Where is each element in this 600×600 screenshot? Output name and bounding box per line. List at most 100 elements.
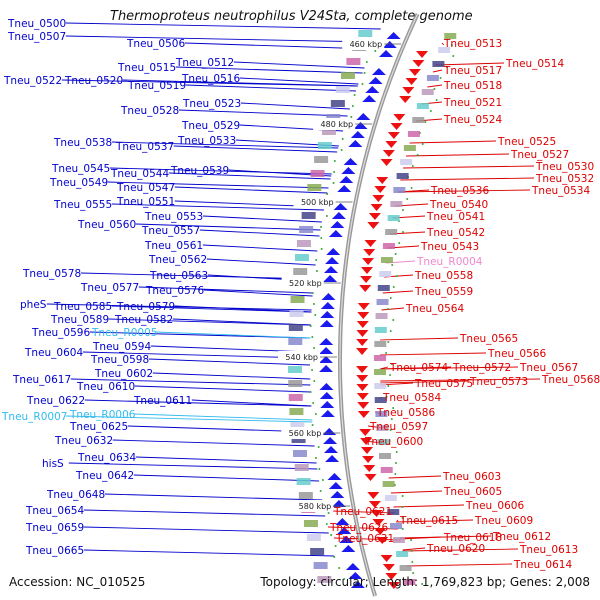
feature-block-left [294,464,309,471]
gene-label: Tneu_0536 [430,185,489,197]
reverse-gene-arrow [385,573,398,580]
reverse-gene-arrow [399,96,412,103]
gene-label: Tneu_0579 [116,301,175,313]
guide-dot-left [332,182,335,184]
leader-line [382,290,414,294]
guide-dot-right [391,363,394,365]
feature-block-right [375,313,388,319]
gene-label: Tneu_0528 [120,105,179,117]
gene-label: Tneu_R0007 [1,411,67,423]
leader-line [65,35,376,43]
guide-dot-left [311,424,314,426]
leader-line [155,331,311,339]
forward-gene-arrow [321,293,336,300]
forward-gene-arrow [348,572,363,579]
leader-line [202,244,318,252]
leader-line [111,203,325,211]
feature-block-right [407,131,420,137]
gene-label: hisS [42,458,64,470]
reverse-gene-arrow [374,528,387,535]
gene-label: Tneu_0567 [519,362,578,374]
guide-dot-right [416,154,419,156]
feature-block-left [293,268,308,275]
forward-gene-arrow [331,212,346,219]
guide-dot-right [395,275,398,277]
feature-block-left [291,436,306,443]
reverse-gene-arrow [382,564,395,571]
leader-line [104,493,323,501]
forward-gene-arrow [382,41,397,48]
guide-dot-right [389,330,392,332]
leader-line [406,563,513,567]
gene-label: Tneu_0631 [335,533,394,545]
scale-tick-label: 580 kbp [299,502,332,511]
reverse-gene-arrow [370,510,383,517]
guide-dot-right [433,88,436,90]
feature-block-right [382,481,395,487]
backbone-layer [338,13,420,597]
accession-text: Accession: NC_010525 [9,575,146,589]
feature-block-right [412,117,425,123]
gene-label: Tneu_0625 [69,421,128,433]
forward-gene-arrow [386,32,401,39]
feature-block-right [385,229,398,235]
leader-line [402,547,426,551]
gene-label: Tneu_0520 [64,75,123,87]
feature-block-left [306,534,321,541]
leader-line [135,223,321,231]
forward-gene-arrow [323,437,338,444]
forward-gene-arrow [339,536,354,543]
feature-block-left [288,394,303,401]
guide-dot-left [320,248,323,250]
forward-gene-arrow [327,473,342,480]
feature-block-right [374,397,387,403]
guide-dot-left [350,116,353,118]
scale-tick-label: 560 kbp [289,429,322,438]
feature-block-left [335,86,350,93]
leader-line [406,153,510,157]
gene-label: Tneu_0530 [535,161,594,173]
leader-line [174,305,312,313]
guide-dot-left [326,193,329,195]
feature-block-right [403,145,416,151]
gene-label: Tneu_0600 [364,436,423,448]
feature-block-left [294,254,309,261]
guide-dot-left [318,468,321,470]
feature-block-right [376,299,389,305]
feature-block-right [438,47,451,53]
guide-dot-left [320,237,323,239]
reverse-gene-arrow [356,330,369,337]
feature-block-right [377,439,390,445]
gene-label: Tneu_0603 [442,471,501,483]
leader-line [380,380,469,384]
reverse-gene-arrow [376,537,389,544]
feature-block-right [389,523,402,529]
gene-label: Tneu_0574 [389,362,448,374]
guide-dot-right [411,561,414,563]
forward-gene-arrow [326,248,341,255]
gene-label: Tneu_0558 [414,270,473,282]
gene-label: Tneu_0611 [133,395,192,407]
gene-label: Tneu_0529 [181,120,240,132]
gene-label: Tneu_0547 [116,182,175,194]
gene-label: Tneu_0500 [7,18,66,30]
leader-line [174,186,328,194]
guide-dot-right [439,77,442,79]
gene-label: Tneu_0564 [405,303,464,315]
forward-gene-arrow [324,446,339,453]
guide-dot-left [315,259,318,261]
forward-gene-arrow [320,302,335,309]
forward-gene-arrow [320,401,335,408]
guide-dot-left [315,270,318,272]
feature-block-left [330,100,345,107]
feature-block-left [326,114,341,121]
gene-label: Tneu_0578 [22,268,81,280]
feature-block-left [288,380,303,387]
leader-line [400,177,535,181]
guide-dot-left [319,226,322,228]
guide-dot-right [394,462,397,464]
guide-dot-left [317,446,320,448]
reverse-gene-arrow [393,114,406,121]
feature-block-right [390,201,403,207]
